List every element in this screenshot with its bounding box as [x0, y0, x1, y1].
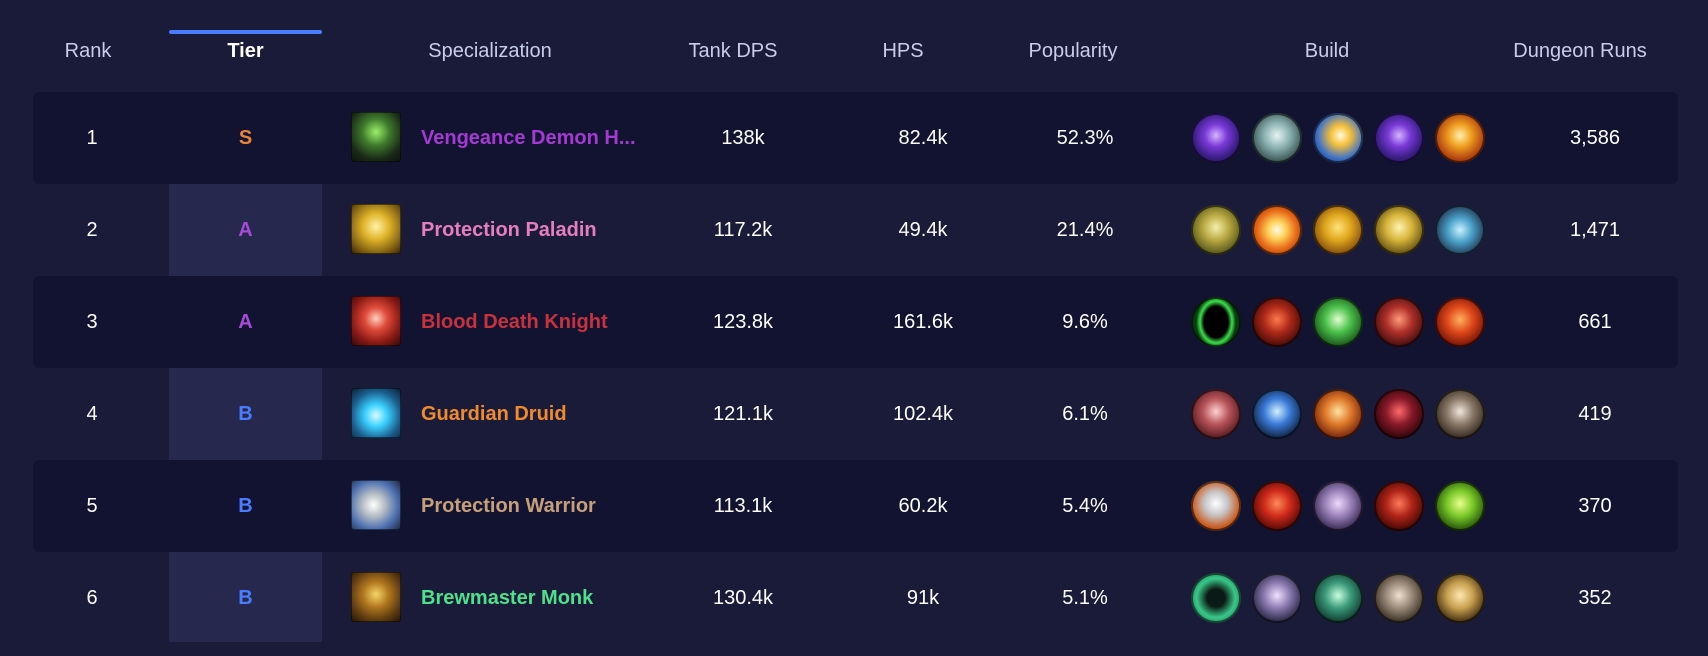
tank-dps-cell: 117.2k [713, 219, 773, 241]
jade-vortex-talent-icon[interactable] [1191, 573, 1241, 623]
table-row[interactable]: 4 B Guardian Druid 121.1k 102.4k 6.1% 419 [0, 368, 1708, 460]
tier-badge: B [238, 495, 253, 517]
guardian-druid-icon [351, 388, 401, 438]
header-tier[interactable]: Tier [227, 40, 264, 62]
header-hps[interactable]: HPS [882, 40, 924, 62]
fire-wing-talent-icon[interactable] [1435, 113, 1485, 163]
light-burst-talent-icon[interactable] [1313, 113, 1363, 163]
hps-cell: 82.4k [898, 127, 948, 149]
rank-cell: 1 [86, 127, 98, 149]
protection-paladin-icon [351, 204, 401, 254]
rank-cell: 3 [86, 311, 98, 333]
green-orc-talent-icon[interactable] [1435, 481, 1485, 531]
dungeon-runs-cell: 352 [1578, 587, 1612, 609]
protection-warrior-icon [351, 480, 401, 530]
rank-cell: 4 [86, 403, 98, 425]
tier-badge: B [238, 587, 253, 609]
spec-name-link[interactable]: Guardian Druid [421, 403, 567, 425]
tank-dps-cell: 113.1k [713, 495, 773, 517]
dungeon-runs-cell: 3,586 [1569, 127, 1621, 149]
spec-name-link[interactable]: Protection Warrior [421, 495, 596, 517]
popularity-cell: 5.4% [1062, 495, 1108, 517]
tier-badge: A [238, 219, 253, 241]
table-row[interactable]: 2 A Protection Paladin 117.2k 49.4k 21.4% 1,47… [0, 184, 1708, 276]
fire-bear-talent-icon[interactable] [1313, 389, 1363, 439]
popularity-cell: 5.1% [1062, 587, 1108, 609]
header-rank[interactable]: Rank [64, 40, 112, 62]
tank-dps-cell: 138k [721, 127, 765, 149]
dark-wolf-talent-icon[interactable] [1374, 389, 1424, 439]
header-dungeon-runs[interactable]: Dungeon Runs [1513, 40, 1647, 62]
silver-shield-talent-icon[interactable] [1191, 481, 1241, 531]
header-specialization[interactable]: Specialization [428, 40, 552, 62]
rank-cell: 6 [86, 587, 98, 609]
dungeon-runs-cell: 370 [1578, 495, 1612, 517]
spec-name-link[interactable]: Vengeance Demon H... [421, 127, 636, 149]
warrior-face-talent-icon[interactable] [1313, 481, 1363, 531]
blood-claw-talent-icon[interactable] [1374, 297, 1424, 347]
golden-knight-talent-icon[interactable] [1313, 205, 1363, 255]
tier-badge: A [238, 311, 253, 333]
hps-cell: 60.2k [898, 495, 948, 517]
holy-flame-talent-icon[interactable] [1252, 205, 1302, 255]
claw-talent-icon[interactable] [1435, 389, 1485, 439]
monk-face-talent-icon[interactable] [1435, 573, 1485, 623]
red-brute-talent-icon[interactable] [1374, 481, 1424, 531]
tier-badge: S [238, 127, 253, 149]
red-demon-talent-icon[interactable] [1252, 297, 1302, 347]
hps-cell: 102.4k [892, 403, 954, 425]
green-portal-talent-icon[interactable] [1191, 297, 1241, 347]
dungeon-runs-cell: 419 [1578, 403, 1612, 425]
blood-burst-talent-icon[interactable] [1435, 297, 1485, 347]
dungeon-runs-cell: 1,471 [1569, 219, 1621, 241]
table-row[interactable]: 1 S Vengeance Demon H... 138k 82.4k 52.3% 3,58… [0, 92, 1708, 184]
mist-hand-talent-icon[interactable] [1252, 573, 1302, 623]
spec-name-link[interactable]: Protection Paladin [421, 219, 597, 241]
rank-cell: 5 [86, 495, 98, 517]
popularity-cell: 52.3% [1056, 127, 1114, 149]
table-row[interactable]: 5 B Protection Warrior 113.1k 60.2k 5.4% 370 [0, 460, 1708, 552]
dungeon-runs-cell: 661 [1578, 311, 1612, 333]
blue-swirl-talent-icon[interactable] [1252, 389, 1302, 439]
active-sort-indicator [169, 30, 322, 34]
rune-circle-talent-icon[interactable] [1435, 205, 1485, 255]
header-build[interactable]: Build [1304, 40, 1350, 62]
spec-name-link[interactable]: Brewmaster Monk [421, 587, 594, 609]
lion-head-talent-icon[interactable] [1191, 205, 1241, 255]
jade-serpent-talent-icon[interactable] [1313, 573, 1363, 623]
header-tank-dps[interactable]: Tank DPS [688, 40, 778, 62]
blood-death-knight-icon [351, 296, 401, 346]
brewmaster-monk-icon [351, 572, 401, 622]
header-popularity[interactable]: Popularity [1028, 40, 1118, 62]
green-skull-talent-icon[interactable] [1313, 297, 1363, 347]
bear-maul-talent-icon[interactable] [1191, 389, 1241, 439]
tier-badge: B [238, 403, 253, 425]
golden-helm-talent-icon[interactable] [1374, 205, 1424, 255]
spec-name-link[interactable]: Blood Death Knight [421, 311, 608, 333]
rank-cell: 2 [86, 219, 98, 241]
red-slash-talent-icon[interactable] [1252, 481, 1302, 531]
hps-cell: 161.6k [892, 311, 954, 333]
tank-dps-cell: 123.8k [712, 311, 774, 333]
tank-dps-cell: 130.4k [712, 587, 774, 609]
skull-talent-icon[interactable] [1252, 113, 1302, 163]
popularity-cell: 21.4% [1056, 219, 1114, 241]
table-row[interactable]: 3 A Blood Death Knight 123.8k 161.6k 9.6% 661 [0, 276, 1708, 368]
purple-orb-talent-icon[interactable] [1374, 113, 1424, 163]
hps-cell: 49.4k [898, 219, 948, 241]
hps-cell: 91k [906, 587, 940, 609]
purple-orb-talent-icon[interactable] [1191, 113, 1241, 163]
stone-mask-talent-icon[interactable] [1374, 573, 1424, 623]
popularity-cell: 9.6% [1062, 311, 1108, 333]
tank-dps-cell: 121.1k [712, 403, 774, 425]
vengeance-demon-hunter-icon [351, 112, 401, 162]
table-row[interactable]: 6 B Brewmaster Monk 130.4k 91k 5.1% 352 [0, 552, 1708, 644]
popularity-cell: 6.1% [1062, 403, 1108, 425]
